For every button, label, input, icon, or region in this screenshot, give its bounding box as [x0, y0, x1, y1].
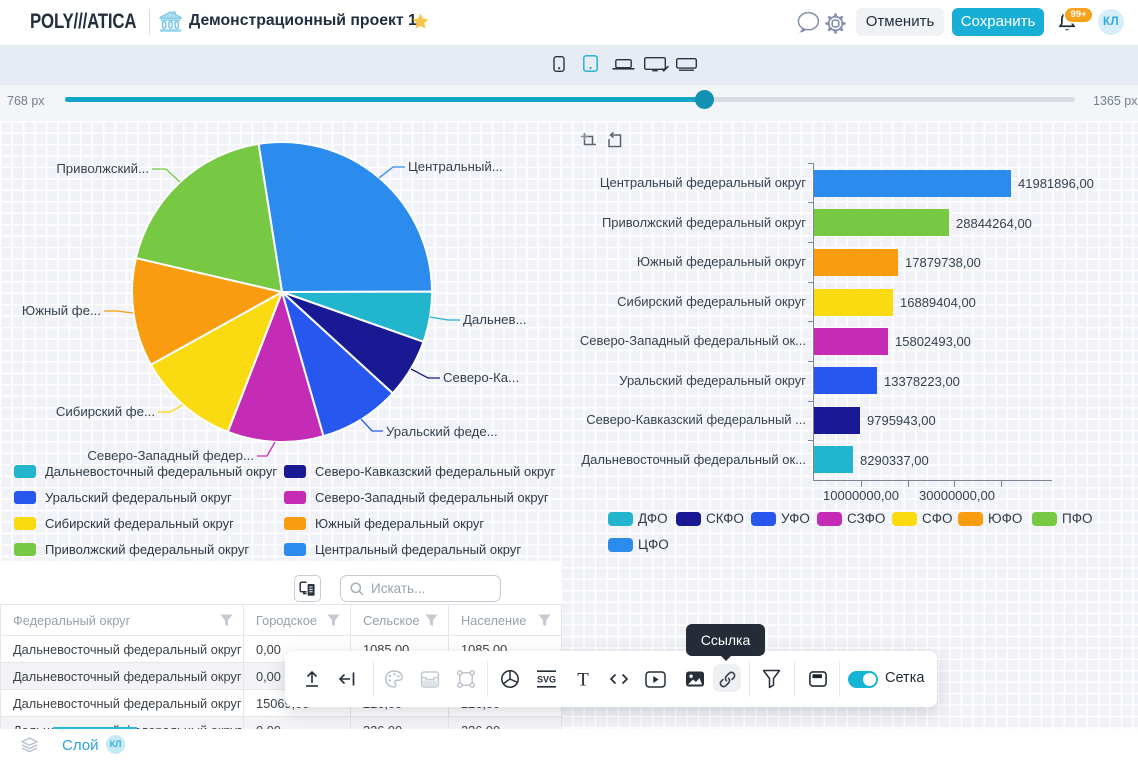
svg-text:Центральный...: Центральный... — [408, 159, 503, 174]
svg-text:T: T — [577, 670, 589, 690]
svg-text:Дальнев...: Дальнев... — [463, 312, 526, 327]
svg-text:SVG: SVG — [537, 674, 556, 684]
svg-text:Сибирский фе...: Сибирский фе... — [56, 404, 155, 419]
svg-text:Приволжский...: Приволжский... — [56, 161, 149, 176]
svg-text:Северо-Ка...: Северо-Ка... — [443, 370, 519, 385]
svg-text:Южный фе...: Южный фе... — [22, 303, 101, 318]
svg-text:Уральский феде...: Уральский феде... — [386, 424, 498, 439]
svg-text:Северо-Западный федер...: Северо-Западный федер... — [87, 448, 254, 463]
